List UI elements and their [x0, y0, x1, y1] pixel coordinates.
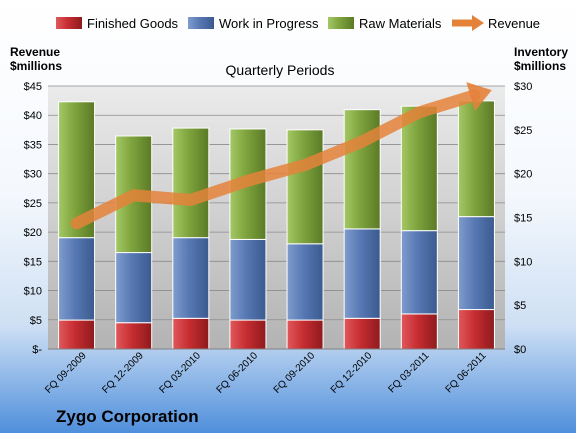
bar-work-in-progress [458, 217, 494, 310]
bar-work-in-progress [230, 239, 266, 320]
x-tick-label: FQ 06-2010 [215, 350, 261, 396]
chart-title: Quarterly Periods [226, 62, 335, 78]
legend: Finished Goods Work in Progress Raw Mate… [56, 15, 540, 31]
right-axis-title-line1: Inventory [514, 45, 568, 59]
bar-raw-materials [173, 128, 209, 238]
left-tick-label: $5 [30, 315, 42, 327]
legend-item-raw-materials: Raw Materials [328, 16, 442, 31]
bar-finished-goods [230, 320, 266, 349]
right-tick-label: $25 [514, 125, 532, 137]
bar-finished-goods [401, 314, 437, 349]
right-tick-label: $5 [514, 300, 526, 312]
bar-work-in-progress [173, 238, 209, 319]
x-tick-label: FQ 09-2009 [43, 350, 89, 396]
legend-item-work-in-progress: Work in Progress [188, 16, 319, 31]
left-tick-label: $- [32, 344, 42, 356]
left-axis-title-line1: Revenue [10, 45, 60, 59]
bar-raw-materials [458, 101, 494, 217]
bar-finished-goods [116, 323, 152, 349]
x-tick-label: FQ 12-2009 [100, 350, 146, 396]
right-tick-label: $10 [514, 256, 532, 268]
left-tick-label: $20 [24, 227, 42, 239]
legend-label-revenue: Revenue [488, 16, 540, 31]
bar-finished-goods [59, 320, 95, 349]
legend-label-work-in-progress: Work in Progress [219, 16, 319, 31]
legend-label-finished-goods: Finished Goods [87, 16, 179, 31]
bar-raw-materials [287, 130, 323, 244]
x-tick-label: FQ 03-2011 [386, 350, 431, 395]
left-tick-label: $40 [24, 110, 42, 122]
bar-work-in-progress [116, 253, 152, 323]
right-axis-ticks: $0 $5 $10 $15 $20 $25 $30 [514, 81, 532, 356]
bar-raw-materials [344, 110, 380, 229]
bar-finished-goods [287, 320, 323, 349]
bar-finished-goods [173, 318, 209, 349]
left-tick-label: $25 [24, 198, 42, 210]
bar-finished-goods [344, 318, 380, 349]
legend-item-revenue: Revenue [452, 15, 540, 31]
right-tick-label: $30 [514, 81, 532, 93]
bar-work-in-progress [401, 231, 437, 314]
left-tick-label: $10 [24, 286, 42, 298]
bar-work-in-progress [344, 229, 380, 318]
bar-finished-goods [458, 310, 494, 349]
company-name: Zygo Corporation [56, 407, 199, 426]
left-tick-label: $15 [24, 256, 42, 268]
legend-label-raw-materials: Raw Materials [359, 16, 442, 31]
legend-swatch-raw-materials [328, 17, 354, 29]
legend-swatch-revenue-arrow [472, 15, 484, 31]
left-axis-title-line2: $millions [10, 59, 62, 73]
left-tick-label: $45 [24, 81, 42, 93]
left-tick-label: $35 [24, 139, 42, 151]
x-tick-label: FQ 06-2011 [444, 350, 489, 395]
bar-work-in-progress [59, 238, 95, 320]
legend-swatch-work-in-progress [188, 17, 214, 29]
right-axis-title-line2: $millions [514, 59, 566, 73]
left-tick-label: $30 [24, 169, 42, 181]
x-tick-label: FQ 12-2010 [329, 350, 375, 396]
legend-item-finished-goods: Finished Goods [56, 16, 179, 31]
right-tick-label: $20 [514, 169, 532, 181]
bar-work-in-progress [287, 244, 323, 320]
right-tick-label: $0 [514, 344, 526, 356]
x-tick-label: FQ 03-2010 [157, 350, 203, 396]
left-axis-ticks: $- $5 $10 $15 $20 $25 $30 $35 $40 $45 [24, 81, 43, 356]
x-tick-label: FQ 09-2010 [272, 350, 318, 396]
right-tick-label: $15 [514, 213, 532, 225]
legend-swatch-finished-goods [56, 17, 82, 29]
